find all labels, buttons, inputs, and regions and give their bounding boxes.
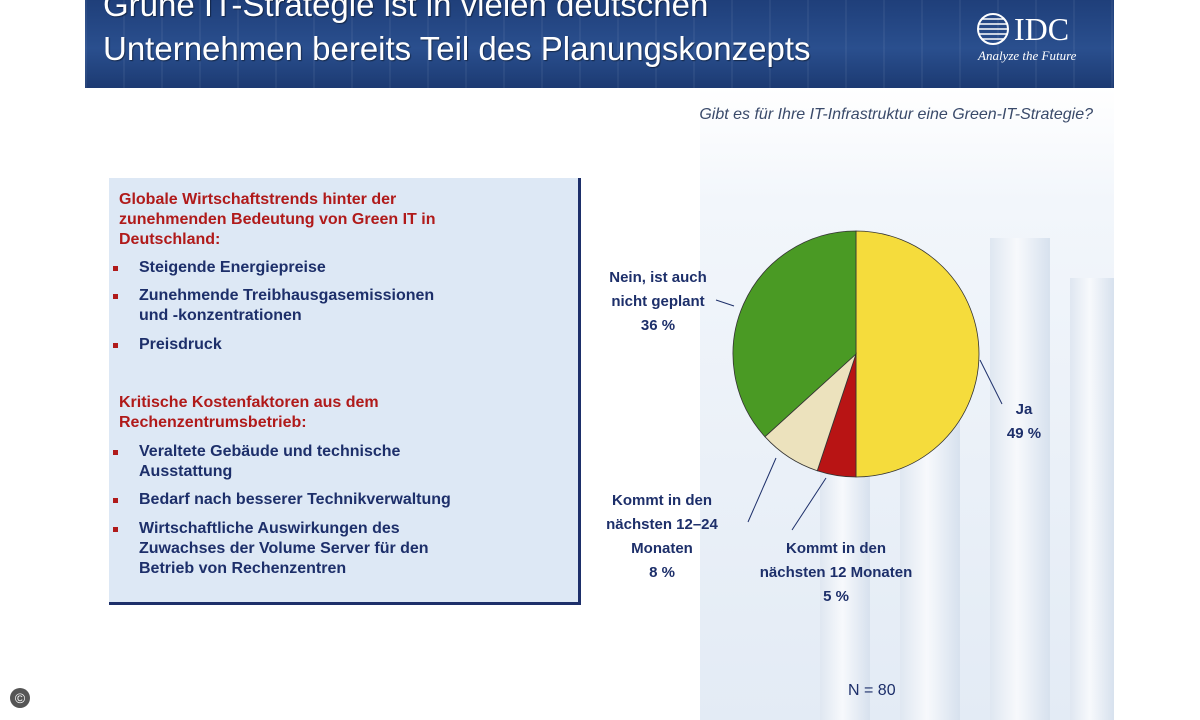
- page-title-line-1: Grüne IT-Strategie ist in vielen deutsch…: [103, 0, 709, 23]
- leader-line-2: [747, 457, 777, 523]
- list-item: Steigende Energiepreise: [113, 258, 559, 278]
- list-item: Preisdruck: [113, 335, 559, 355]
- slice-label-3: nicht geplant: [611, 293, 704, 310]
- list-item: Wirtschaftliche Auswirkungen des Zuwachs…: [113, 519, 559, 579]
- slice-label-1: 5 %: [823, 588, 849, 605]
- slice-label-3: Nein, ist auch: [609, 269, 707, 286]
- page-title-line-2: Unternehmen bereits Teil des Planungskon…: [103, 30, 811, 67]
- copyright-icon: ©: [10, 688, 30, 708]
- leader-line-0: [979, 359, 1003, 405]
- section-heading-cost-factors: Kritische Kostenfaktoren aus dem Rechenz…: [119, 394, 379, 431]
- slice-label-0: Ja: [1016, 401, 1033, 418]
- list-item: Veraltete Gebäude und technische Ausstat…: [113, 442, 559, 482]
- slice-label-1: nächsten 12 Monaten: [760, 564, 913, 581]
- logo-tagline: Analyze the Future: [978, 48, 1077, 63]
- globe-icon: [977, 13, 1009, 45]
- list-item: Zunehmende Treibhausgasemissionen und -k…: [113, 286, 559, 326]
- slice-label-3: 36 %: [641, 317, 675, 334]
- slice-label-0: 49 %: [1007, 425, 1041, 442]
- slice-label-2: 8 %: [649, 564, 675, 581]
- idc-logo: IDC Analyze the Future: [976, 11, 1096, 68]
- slice-label-2: Monaten: [631, 540, 693, 557]
- slice-label-2: nächsten 12–24: [606, 516, 718, 533]
- pie-slice-0: [855, 230, 980, 478]
- slice-label-2: Kommt in den: [612, 492, 712, 509]
- leader-line-1: [791, 477, 827, 531]
- list-item: Bedarf nach besserer Technikverwaltung: [113, 490, 559, 510]
- leader-line-3: [715, 299, 735, 307]
- header-banner: Grüne IT-Strategie ist in vielen deutsch…: [85, 0, 1114, 88]
- sample-size-label: N = 80: [848, 682, 896, 699]
- survey-question: Gibt es für Ihre IT-Infrastruktur eine G…: [699, 106, 1093, 123]
- section-heading-trends: Globale Wirtschaftstrends hinter der zun…: [119, 191, 436, 248]
- banner-texture: [85, 0, 1114, 88]
- info-box: Globale Wirtschaftstrends hinter der zun…: [109, 178, 581, 605]
- logo-wordmark: IDC: [1014, 11, 1070, 47]
- pie-slice-3: [732, 230, 857, 438]
- slice-label-1: Kommt in den: [786, 540, 886, 557]
